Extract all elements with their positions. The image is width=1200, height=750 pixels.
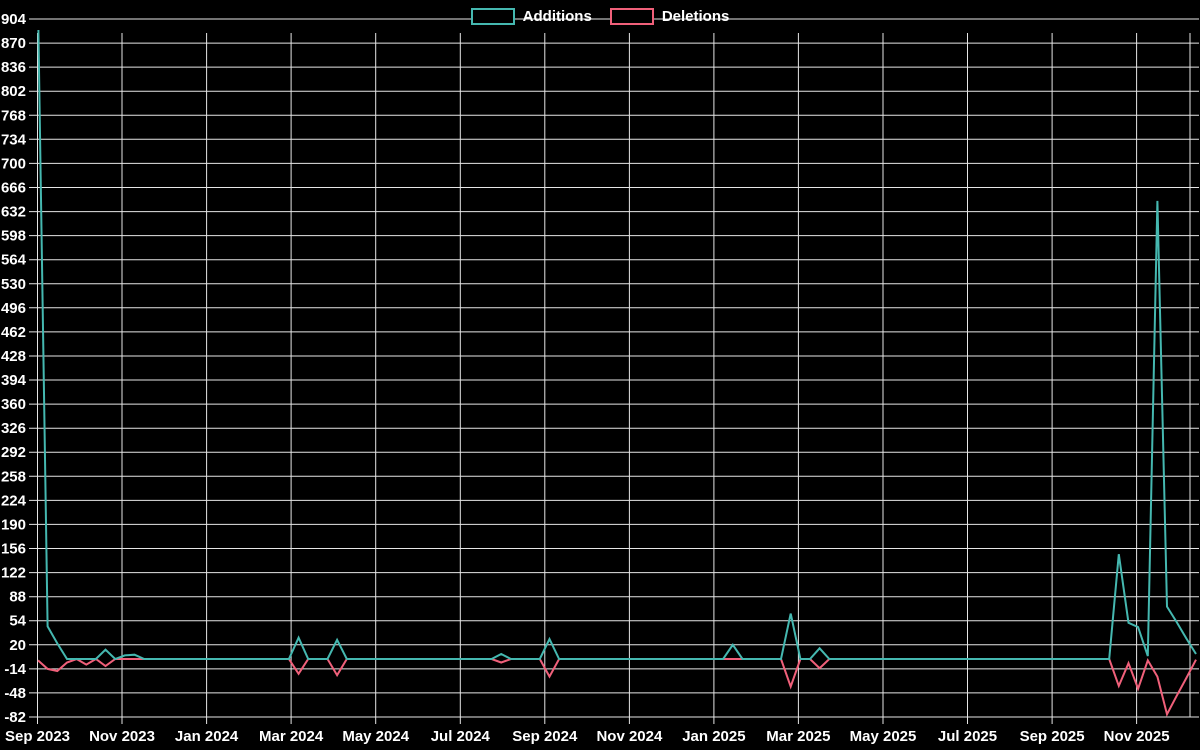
svg-text:870: 870 xyxy=(1,35,26,52)
svg-text:360: 360 xyxy=(1,396,26,413)
deletions-swatch xyxy=(609,8,654,25)
legend-item-deletions: Deletions xyxy=(609,8,730,25)
additions-swatch xyxy=(470,8,515,25)
svg-text:Nov 2025: Nov 2025 xyxy=(1104,728,1170,745)
svg-text:Mar 2025: Mar 2025 xyxy=(766,728,830,745)
svg-text:224: 224 xyxy=(1,492,27,509)
svg-text:May 2024: May 2024 xyxy=(342,728,409,745)
deletions-legend-label: Deletions xyxy=(661,8,730,25)
svg-text:598: 598 xyxy=(1,228,26,245)
svg-text:496: 496 xyxy=(1,300,26,317)
svg-text:20: 20 xyxy=(9,637,26,654)
chart-legend: Additions Deletions xyxy=(0,8,1200,25)
svg-text:802: 802 xyxy=(1,83,26,100)
svg-text:Nov 2024: Nov 2024 xyxy=(596,728,663,745)
svg-text:Mar 2024: Mar 2024 xyxy=(259,728,324,745)
svg-text:Jul 2024: Jul 2024 xyxy=(431,728,491,745)
svg-text:Jul 2025: Jul 2025 xyxy=(938,728,997,745)
svg-text:88: 88 xyxy=(9,589,26,606)
svg-text:Sep 2024: Sep 2024 xyxy=(512,728,578,745)
svg-text:Jan 2025: Jan 2025 xyxy=(682,728,745,745)
legend-item-additions: Additions xyxy=(470,8,592,25)
svg-text:462: 462 xyxy=(1,324,26,341)
svg-text:734: 734 xyxy=(1,131,27,148)
svg-text:700: 700 xyxy=(1,155,26,172)
svg-text:Sep 2023: Sep 2023 xyxy=(5,728,70,745)
svg-text:54: 54 xyxy=(9,613,26,630)
svg-text:Sep 2025: Sep 2025 xyxy=(1020,728,1085,745)
svg-text:326: 326 xyxy=(1,420,26,437)
svg-text:666: 666 xyxy=(1,180,26,197)
svg-text:394: 394 xyxy=(1,372,27,389)
svg-text:122: 122 xyxy=(1,565,26,582)
svg-text:530: 530 xyxy=(1,276,26,293)
svg-text:428: 428 xyxy=(1,348,26,365)
svg-text:904: 904 xyxy=(1,11,27,28)
svg-text:156: 156 xyxy=(1,541,26,558)
svg-text:836: 836 xyxy=(1,59,26,76)
svg-text:190: 190 xyxy=(1,516,26,533)
svg-text:258: 258 xyxy=(1,468,26,485)
svg-text:May 2025: May 2025 xyxy=(850,728,917,745)
svg-text:768: 768 xyxy=(1,107,26,124)
svg-text:-48: -48 xyxy=(4,685,26,702)
svg-text:Jan 2024: Jan 2024 xyxy=(175,728,239,745)
svg-text:292: 292 xyxy=(1,444,26,461)
svg-text:-82: -82 xyxy=(4,709,26,726)
svg-text:-14: -14 xyxy=(4,661,26,678)
additions-legend-label: Additions xyxy=(522,8,592,25)
svg-text:564: 564 xyxy=(1,252,27,269)
svg-text:632: 632 xyxy=(1,204,26,221)
svg-text:Nov 2023: Nov 2023 xyxy=(89,728,155,745)
